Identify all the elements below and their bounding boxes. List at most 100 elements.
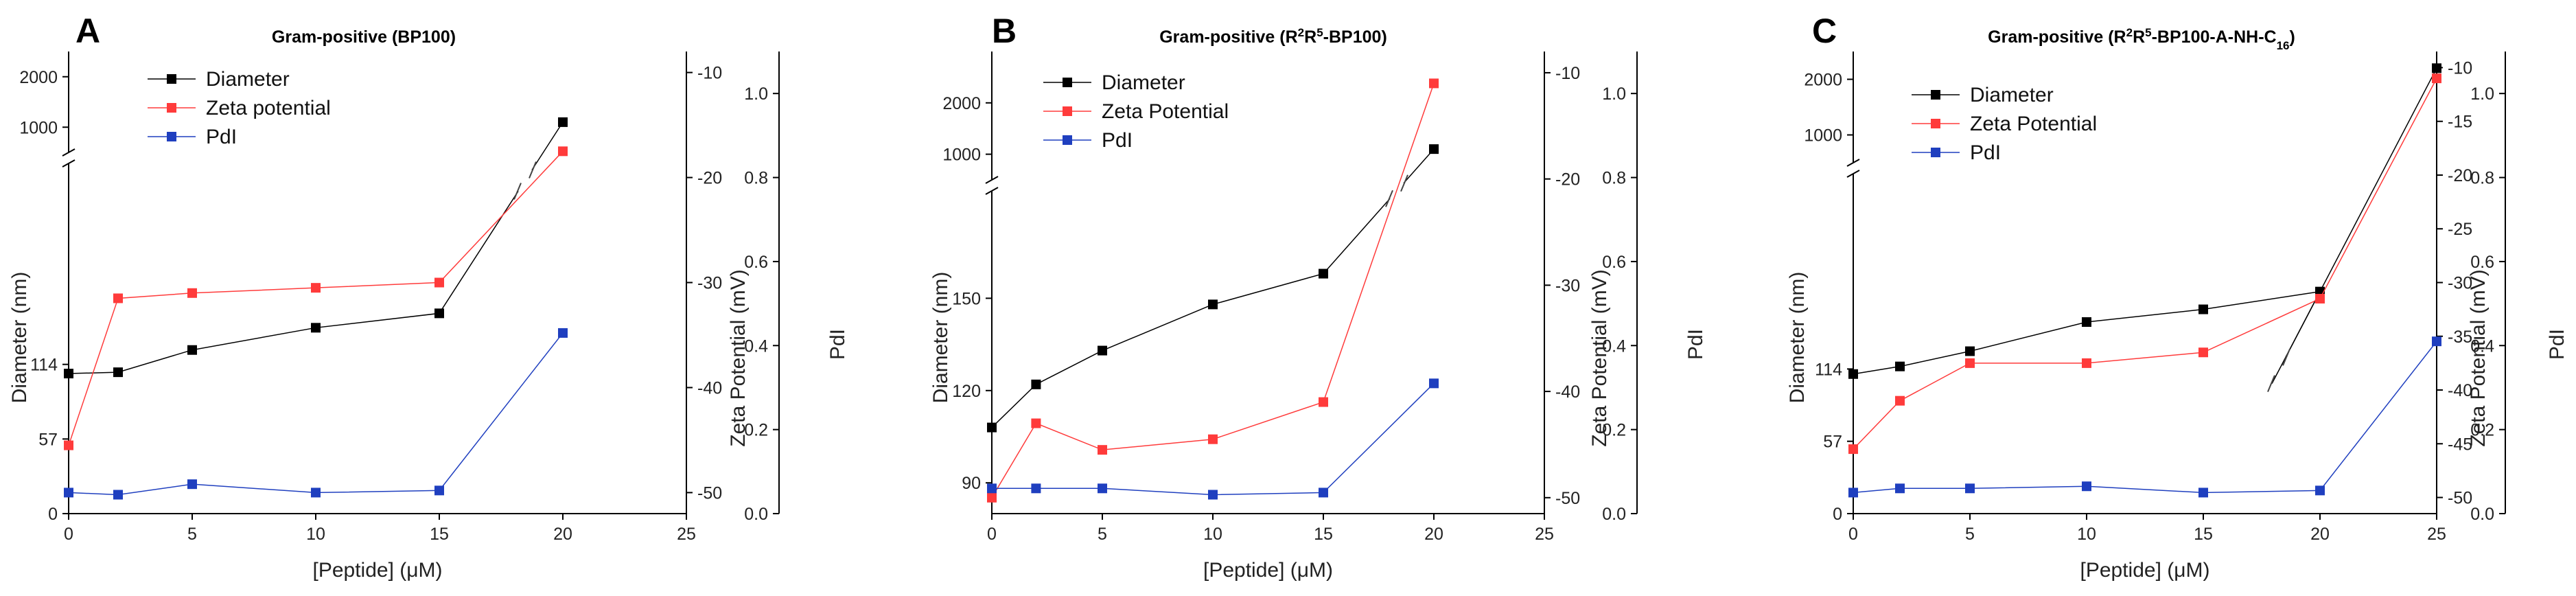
data-point-diameter	[187, 345, 197, 355]
data-point-pdi	[558, 328, 568, 338]
data-point-pdi	[1965, 483, 1975, 494]
pdi-axis-label: PdI	[826, 329, 849, 360]
zeta-tick-label: -15	[2448, 113, 2472, 132]
zeta-axis-label: Zeta Potential (mV)	[727, 269, 750, 446]
data-break-mark	[1385, 190, 1393, 207]
legend-marker	[1931, 119, 1940, 128]
x-tick-label: 10	[1203, 525, 1222, 544]
chart-title-part: 5	[1316, 26, 1323, 39]
zeta-tick-label: -30	[2448, 274, 2472, 293]
x-tick-label: 10	[2077, 525, 2096, 544]
series-line-zeta-potential	[1853, 78, 2437, 450]
x-tick-label: 20	[2310, 525, 2330, 544]
axis-break-mark	[985, 176, 999, 184]
data-point-diameter	[1098, 345, 1107, 356]
pdi-axis-label: PdI	[1684, 329, 1707, 360]
chart-title-part: 5	[2145, 26, 2151, 39]
pdi-tick-label: 0.4	[744, 336, 768, 356]
y-axis-label: Diameter (nm)	[929, 272, 952, 404]
x-axis-label: [Peptide] (μM)	[1203, 559, 1333, 582]
pdi-tick-label: 0.2	[2470, 421, 2494, 440]
pdi-tick-label: 0.0	[744, 505, 768, 524]
data-point-zeta-potential	[1098, 445, 1107, 455]
data-point-zeta-potential	[987, 492, 997, 503]
data-point-diameter	[311, 323, 321, 333]
data-point-diameter	[987, 422, 997, 433]
chart-title: Gram-positive (BP100)	[272, 27, 456, 47]
x-tick-label: 20	[1424, 525, 1443, 544]
y-tick-label: 90	[962, 474, 981, 493]
y-axis-label: Diameter (nm)	[1786, 272, 1809, 404]
zeta-tick-label: -25	[2448, 220, 2472, 239]
chart-panel-c: C Gram-positive (R2R5-BP100-A-NH-C16)0 5 10…	[1786, 12, 2568, 582]
data-point-diameter	[434, 308, 444, 319]
legend-marker	[1931, 148, 1940, 157]
legend-label: PdI	[206, 126, 237, 148]
data-point-zeta-potential	[64, 440, 73, 450]
axis-break-mark	[1846, 159, 1860, 167]
y-tick-label: 2000	[19, 68, 58, 87]
data-point-pdi	[2432, 336, 2441, 347]
zeta-tick-label: -10	[697, 64, 722, 83]
y-axis-label: Diameter (nm)	[8, 272, 31, 404]
data-point-pdi	[1429, 378, 1439, 389]
y-tick-label: 57	[1823, 433, 1842, 452]
zeta-tick-label: -40	[697, 378, 722, 398]
data-point-diameter	[2198, 304, 2208, 314]
zeta-tick-label: -50	[697, 483, 722, 503]
data-point-pdi	[1098, 483, 1107, 494]
legend-label: Zeta Potential	[1102, 100, 1229, 123]
x-tick-label: 5	[1098, 525, 1107, 544]
data-point-pdi	[987, 483, 997, 494]
chart-title: Gram-positive (R2R5-BP100-A-NH-C16)	[1988, 26, 2295, 52]
zeta-axis-label: Zeta Potential (mV)	[1588, 269, 1611, 446]
zeta-tick-label: -50	[2448, 489, 2472, 508]
chart-title-part: R	[1304, 27, 1316, 47]
data-point-pdi	[1848, 488, 1858, 498]
data-point-zeta-potential	[187, 288, 197, 298]
data-point-zeta-potential	[1031, 418, 1041, 428]
axis-break-mark	[62, 159, 76, 168]
data-point-pdi	[1031, 483, 1041, 494]
zeta-tick-label: -10	[2448, 58, 2472, 78]
chart-title-part: 2	[2126, 26, 2133, 39]
pdi-tick-label: 0.2	[744, 421, 768, 440]
legend-marker	[1931, 90, 1940, 100]
x-tick-label: 15	[1314, 525, 1333, 544]
y-tick-label: 0	[48, 505, 58, 524]
data-point-zeta-potential	[558, 146, 568, 157]
series-line-zeta-potential	[991, 83, 1435, 498]
axis-break-mark	[985, 187, 999, 195]
data-point-diameter	[1031, 379, 1041, 389]
pdi-tick-label: 1.0	[1602, 84, 1626, 104]
legend-marker	[167, 103, 176, 113]
zeta-axis-label: Zeta Potential (mV)	[2467, 269, 2490, 446]
zeta-tick-label: -40	[2448, 381, 2472, 400]
series-line-diameter	[68, 312, 440, 374]
zeta-tick-label: -50	[1555, 489, 1580, 508]
legend-label: Diameter	[1970, 84, 2054, 106]
x-tick-label: 20	[553, 525, 572, 544]
y-tick-label: 57	[38, 430, 58, 449]
data-point-pdi	[2082, 481, 2091, 492]
data-point-zeta-potential	[434, 277, 444, 288]
data-break-mark	[2267, 375, 2275, 393]
pdi-tick-label: 0.6	[2470, 253, 2494, 272]
data-point-pdi	[187, 479, 197, 490]
x-tick-label: 0	[987, 525, 997, 544]
zeta-tick-label: -30	[1555, 276, 1580, 295]
chart-title-part: -BP100)	[1323, 27, 1387, 47]
data-point-zeta-potential	[2432, 73, 2441, 84]
series-line-pdi	[1853, 341, 2437, 494]
series-line-segment	[2285, 67, 2437, 358]
zeta-tick-label: -20	[2448, 166, 2472, 185]
data-point-pdi	[64, 488, 73, 498]
data-break-mark	[529, 161, 537, 179]
data-point-diameter	[1208, 299, 1218, 310]
data-point-zeta-potential	[1319, 397, 1328, 407]
series-line-segment	[531, 122, 564, 170]
y-tick-label: 1000	[942, 146, 981, 165]
data-point-zeta-potential	[1429, 78, 1439, 89]
data-point-pdi	[311, 488, 321, 498]
data-point-diameter	[1965, 346, 1975, 356]
